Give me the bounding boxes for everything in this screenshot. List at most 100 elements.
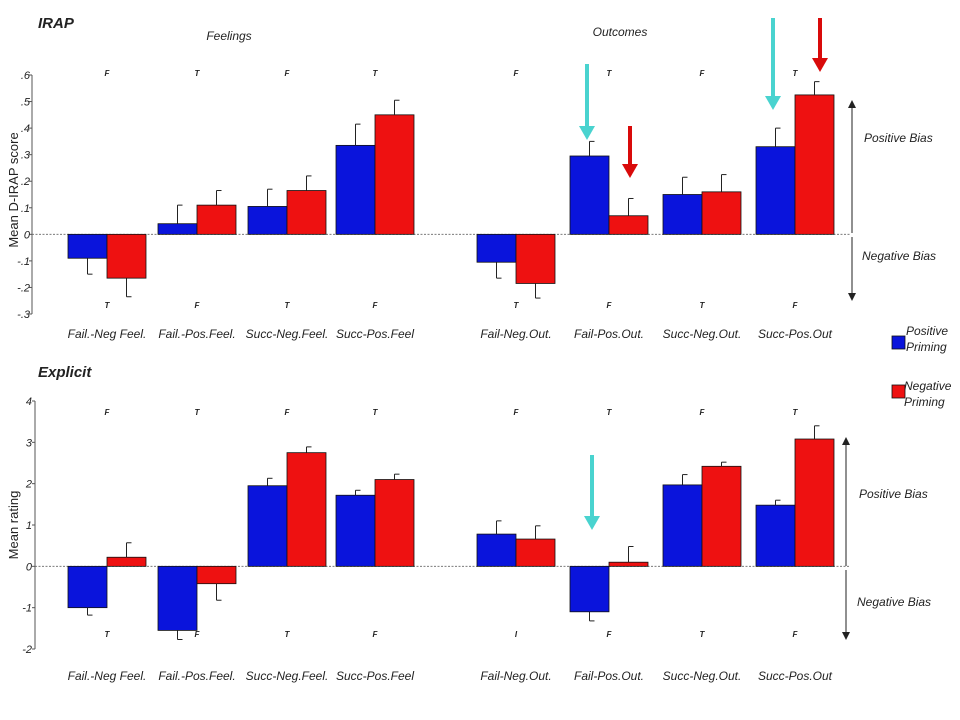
- arrow-head-down: [848, 293, 856, 301]
- bottom-letter: F: [373, 630, 379, 639]
- bar-negative-priming-5: [515, 538, 556, 567]
- category-label: Fail-Neg.Out.: [480, 669, 551, 683]
- category-label: Fail-Neg.Out.: [480, 327, 551, 341]
- highlight-arrow-icon: [584, 455, 600, 530]
- chart-panel-irap: IRAP Feelings Outcomes .6 .5 .4 .3 .2 .1 0 -.1 -.2 -…: [6, 15, 936, 341]
- bar-positive-priming-2: [157, 565, 198, 631]
- y-tick-label: 0: [26, 561, 33, 573]
- negative-bias-label: Negative Bias: [862, 249, 936, 263]
- bottom-letter: T: [285, 630, 291, 639]
- category-label: Fail-Pos.Out.: [574, 327, 644, 341]
- bottom-letter: T: [514, 301, 520, 310]
- bar-positive-priming-7: [662, 194, 703, 235]
- bottom-letter: T: [105, 301, 111, 310]
- category-label: Fail.-Neg Feel.: [68, 327, 147, 341]
- y-tick-label: .1: [21, 203, 30, 215]
- top-letter: F: [700, 69, 706, 78]
- y-tick-label: .3: [21, 150, 31, 162]
- bar-positive-priming-7: [662, 484, 703, 567]
- negative-bias-label: Negative Bias: [857, 595, 931, 609]
- bar-negative-priming-3: [286, 452, 327, 567]
- chart-panel-explicit: Explicit 4 3 2 1 0 -1 -2 Mean rating Fail.-Neg Fe…: [6, 364, 931, 683]
- bar-positive-priming-6: [569, 155, 610, 235]
- top-letter: F: [285, 69, 291, 78]
- legend-swatch-positive: [891, 335, 906, 350]
- group-title: Outcomes: [593, 25, 648, 39]
- y-tick-label: .5: [21, 97, 31, 109]
- category-label: Succ-Neg.Out.: [663, 669, 742, 683]
- group-title: Feelings: [206, 29, 251, 43]
- top-letter: T: [195, 69, 201, 78]
- category-label: Fail.-Pos.Feel.: [158, 327, 235, 341]
- bar-negative-priming-4: [374, 479, 415, 567]
- bar-negative-priming-1: [106, 233, 147, 279]
- category-label: Succ-Pos.Out: [758, 327, 833, 341]
- bar-negative-priming-3: [286, 190, 327, 235]
- bar-negative-priming-7: [701, 191, 742, 235]
- top-letter: F: [700, 408, 706, 417]
- bar-negative-priming-6: [608, 561, 649, 567]
- legend-swatch-negative: [891, 384, 906, 399]
- category-label: Succ-Pos.Feel: [336, 327, 414, 341]
- top-letter: F: [105, 408, 111, 417]
- top-letter: F: [514, 408, 520, 417]
- highlight-arrow-icon: [765, 18, 781, 110]
- y-tick-label: .2: [21, 176, 30, 188]
- bottom-letter: T: [700, 301, 706, 310]
- arrow-head-down: [842, 632, 850, 640]
- top-letter: F: [514, 69, 520, 78]
- category-label: Succ-Neg.Feel.: [246, 327, 329, 341]
- y-tick-label: 4: [26, 396, 32, 408]
- bottom-letter: F: [373, 301, 379, 310]
- category-label: Succ-Pos.Out: [758, 669, 833, 683]
- bar-positive-priming-4: [335, 494, 376, 567]
- bar-negative-priming-8: [794, 94, 835, 235]
- y-tick-label: -.1: [17, 256, 30, 268]
- category-label: Fail.-Neg Feel.: [68, 669, 147, 683]
- bar-positive-priming-4: [335, 144, 376, 235]
- bottom-letter: T: [105, 630, 111, 639]
- legend-label-negative: Negative Priming: [904, 379, 952, 409]
- bar-negative-priming-2: [196, 204, 237, 235]
- category-label: Fail-Pos.Out.: [574, 669, 644, 683]
- top-letter: T: [607, 69, 613, 78]
- top-letter: T: [793, 69, 799, 78]
- y-tick-label: 0: [24, 229, 31, 241]
- category-label: Succ-Neg.Feel.: [246, 669, 329, 683]
- category-label: Fail.-Pos.Feel.: [158, 669, 235, 683]
- category-label: Succ-Pos.Feel: [336, 669, 414, 683]
- bar-positive-priming-8: [755, 504, 796, 567]
- y-axis-label: Mean D-IRAP score: [6, 132, 21, 247]
- y-tick-label: 1: [26, 520, 32, 532]
- bottom-letter: I: [515, 630, 518, 639]
- bottom-letter: F: [793, 630, 799, 639]
- arrow-head-up: [848, 100, 856, 108]
- highlight-arrow-icon: [579, 64, 595, 140]
- bar-positive-priming-1: [67, 233, 108, 259]
- positive-bias-label: Positive Bias: [864, 131, 933, 145]
- y-tick-label: 3: [26, 437, 33, 449]
- arrow-head-up: [842, 437, 850, 445]
- bar-positive-priming-8: [755, 146, 796, 235]
- y-tick-label: .4: [21, 123, 30, 135]
- highlight-arrow-icon: [622, 126, 638, 178]
- bar-negative-priming-5: [515, 233, 556, 284]
- bar-positive-priming-3: [247, 485, 288, 567]
- y-axis-label: Mean rating: [6, 491, 21, 560]
- category-label: Succ-Neg.Out.: [663, 327, 742, 341]
- legend-label-positive: Positive Priming: [906, 324, 948, 354]
- bottom-letter: F: [195, 630, 201, 639]
- bottom-letter: T: [700, 630, 706, 639]
- bottom-letter: T: [285, 301, 291, 310]
- top-letter: T: [373, 408, 379, 417]
- top-letter: T: [195, 408, 201, 417]
- bar-positive-priming-5: [476, 233, 517, 263]
- y-tick-label: -.3: [17, 309, 31, 321]
- bar-negative-priming-7: [701, 465, 742, 567]
- bar-positive-priming-2: [157, 223, 198, 235]
- chart-title: IRAP: [38, 15, 75, 32]
- bottom-letter: F: [607, 301, 613, 310]
- bar-positive-priming-3: [247, 206, 288, 235]
- bar-positive-priming-6: [569, 565, 610, 613]
